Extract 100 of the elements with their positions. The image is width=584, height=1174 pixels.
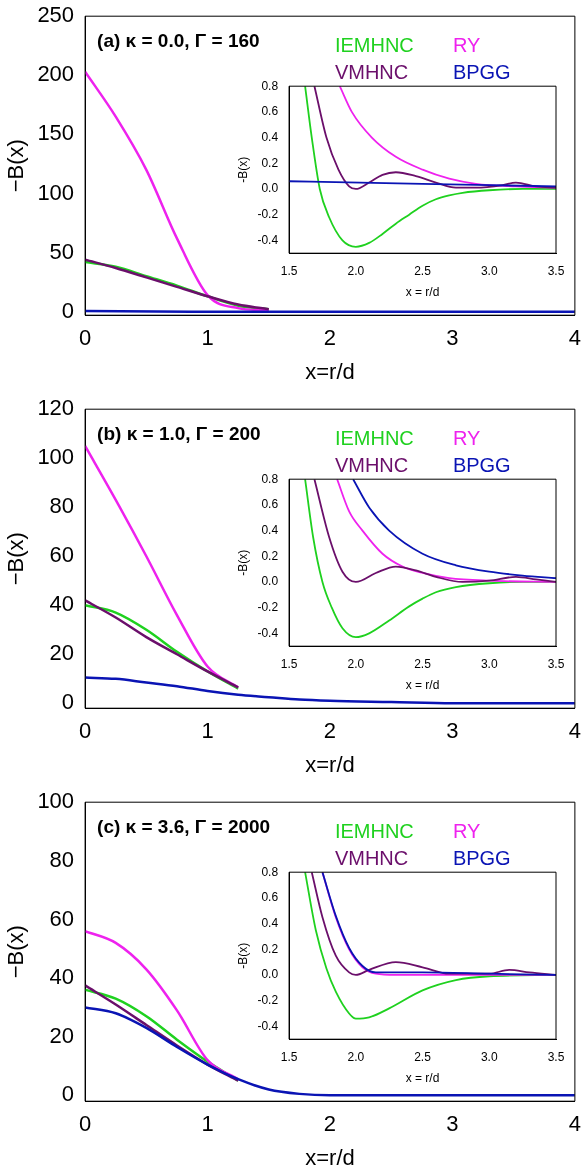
y-tick-label: 20 [49, 1022, 75, 1048]
x-tick-label: 4 [568, 718, 582, 744]
text: BPGG [452, 453, 511, 476]
x-tick-label: 2.0 [347, 1049, 365, 1064]
y-tick-label: 100 [37, 179, 75, 205]
x-tick-label: 3.5 [547, 263, 565, 278]
x-tick-label: 2.0 [347, 656, 365, 671]
x-tick-label: 2 [323, 325, 337, 351]
x-tick-label: 3.0 [480, 263, 498, 278]
y-tick-label: 0.4 [261, 522, 279, 537]
y-tick-label: -0.2 [257, 206, 279, 221]
x-tick-label: 0 [78, 1111, 92, 1137]
line-series [85, 444, 240, 689]
text: IEMHNC [334, 33, 414, 56]
text: BPGG [452, 60, 511, 83]
text: RY [452, 819, 481, 842]
x-tick-label: 2.5 [414, 656, 432, 671]
y-tick-label: 150 [37, 120, 75, 146]
x-tick-label: 2.0 [347, 263, 365, 278]
y-tick-label: 0 [61, 297, 75, 323]
x-tick-label: 1 [201, 1111, 214, 1137]
y-tick-label: 0.6 [261, 497, 279, 512]
x-tick-label: 1 [201, 718, 214, 744]
y-axis-title: −B(x) [3, 532, 29, 586]
y-tick-label: 0.6 [261, 890, 279, 905]
y-tick-label: -0.4 [257, 625, 279, 640]
line-series [85, 1006, 575, 1097]
y-tick-label: 120 [37, 395, 75, 421]
y-tick-label: 100 [37, 444, 75, 470]
y-tick-label: 0.8 [261, 471, 279, 486]
text: (a) κ = 0.0, Γ = 160 [97, 29, 260, 51]
x-tick-label: 1 [201, 325, 214, 351]
text: VMHNC [334, 453, 409, 476]
text: IEMHNC [334, 819, 414, 842]
y-tick-label: 200 [37, 61, 75, 87]
x-axis-title: x = r/d [405, 285, 440, 300]
x-tick-label: 3.5 [547, 1049, 565, 1064]
x-tick-label: 0 [78, 325, 92, 351]
x-tick-label: 3.0 [480, 656, 498, 671]
text: IEMHNC [334, 426, 414, 449]
y-tick-label: 100 [37, 788, 75, 814]
y-tick-label: 0 [61, 689, 75, 715]
text: BPGG [452, 846, 511, 869]
x-tick-label: 2.5 [414, 263, 432, 278]
y-tick-label: 0.2 [261, 941, 279, 956]
y-tick-label: -0.4 [257, 232, 279, 247]
x-axis-title: x=r/d [305, 358, 355, 384]
x-axis-title: x=r/d [305, 751, 355, 777]
x-tick-label: 3 [446, 1111, 459, 1137]
x-tick-label: 1.5 [280, 1049, 298, 1064]
y-axis-title: −B(x) [3, 925, 29, 979]
y-axis-title: -B(x) [235, 549, 250, 576]
line-series [304, 86, 556, 248]
y-tick-label: 250 [37, 2, 75, 28]
text: VMHNC [334, 60, 409, 83]
y-tick-label: 0.8 [261, 864, 279, 879]
x-tick-label: 2.5 [414, 1049, 432, 1064]
x-axis-title: x = r/d [405, 1071, 440, 1086]
y-tick-label: 0.0 [261, 181, 279, 196]
y-tick-label: 0.0 [261, 574, 279, 589]
x-tick-label: 3.0 [480, 1049, 498, 1064]
y-axis-title: −B(x) [3, 139, 29, 193]
y-tick-label: 60 [49, 542, 75, 568]
x-tick-label: 1.5 [280, 656, 298, 671]
y-tick-label: 40 [49, 591, 75, 617]
text: RY [452, 33, 481, 56]
x-tick-label: 2 [323, 1111, 337, 1137]
y-tick-label: 0.8 [261, 78, 279, 93]
x-tick-label: 1.5 [280, 263, 298, 278]
y-tick-label: 20 [49, 640, 75, 666]
y-tick-label: 40 [49, 964, 75, 990]
y-tick-label: 0.4 [261, 915, 279, 930]
y-tick-label: -0.4 [257, 1018, 279, 1033]
text: (b) κ = 1.0, Γ = 200 [97, 422, 261, 444]
y-tick-label: 60 [49, 905, 75, 931]
y-axis-title: -B(x) [235, 942, 250, 969]
y-tick-label: 0.0 [261, 967, 279, 982]
y-tick-label: -0.2 [257, 992, 279, 1007]
y-tick-label: 80 [49, 846, 75, 872]
y-tick-label: 50 [49, 238, 75, 264]
text: VMHNC [334, 846, 409, 869]
x-tick-label: 4 [568, 325, 582, 351]
y-tick-label: 0.4 [261, 129, 279, 144]
text: RY [452, 426, 481, 449]
x-axis-title: x = r/d [405, 678, 440, 693]
x-tick-label: 0 [78, 718, 92, 744]
text: (c) κ = 3.6, Γ = 2000 [97, 815, 271, 837]
x-tick-label: 3 [446, 325, 459, 351]
x-axis-title: x=r/d [305, 1144, 355, 1170]
x-tick-label: 2 [323, 718, 337, 744]
y-tick-label: 0.2 [261, 548, 279, 563]
y-tick-label: 0.2 [261, 155, 279, 170]
line-series [85, 676, 575, 705]
x-tick-label: 3.5 [547, 656, 565, 671]
x-tick-label: 4 [568, 1111, 582, 1137]
y-tick-label: 0 [61, 1081, 75, 1107]
y-tick-label: 80 [49, 493, 75, 519]
y-axis-title: -B(x) [235, 156, 250, 183]
y-tick-label: -0.2 [257, 599, 279, 614]
x-tick-label: 3 [446, 718, 459, 744]
